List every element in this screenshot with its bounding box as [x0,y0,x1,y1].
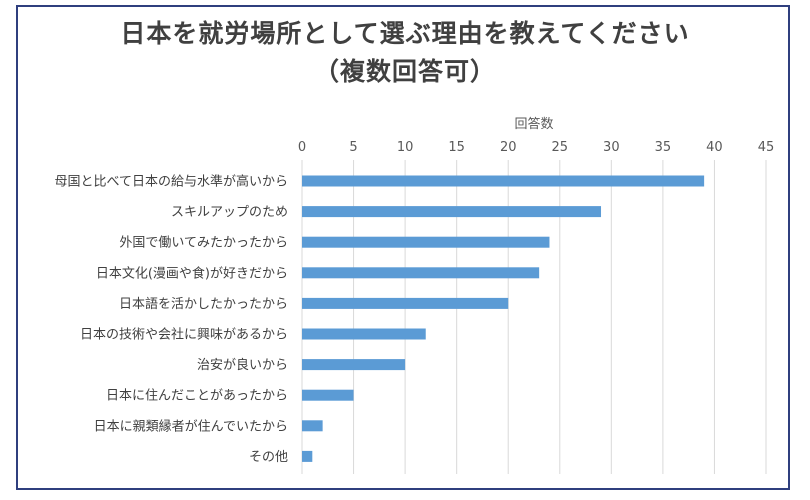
bar [302,389,354,401]
x-tick-label: 40 [706,140,723,155]
category-label: 外国で働いてみたかったから [119,236,288,251]
category-label: 日本に親類縁者が住んでいたから [94,418,288,434]
bar [302,206,602,218]
x-tick-label: 20 [500,140,517,155]
bar [302,267,540,279]
bar [302,236,550,248]
x-tick-label: 10 [397,140,414,155]
bar [302,450,313,462]
bar [302,297,509,309]
category-label: 日本に住んだことがあったから [106,389,288,404]
x-tick-label: 0 [298,140,306,155]
category-label: 母国と比べて日本の給与水準が高いから [55,174,288,190]
category-label: その他 [249,450,288,465]
x-tick-label: 30 [603,140,620,155]
x-axis-label: 回答数 [514,116,553,132]
bar [302,175,705,187]
bar [302,420,323,432]
x-tick-label: 45 [758,140,775,155]
bars [302,175,705,462]
x-tick-label: 5 [349,140,357,155]
category-label: 日本の技術や会社に興味があるから [80,327,288,343]
chart-title: 日本を就労場所として選ぶ理由を教えてください [120,19,690,48]
x-tick-labels: 0 5 10 15 20 25 30 35 40 45 [298,140,774,155]
bar [302,359,406,371]
x-tick-label: 15 [448,140,465,155]
x-tick-label: 25 [552,140,569,155]
x-tick-label: 35 [655,140,672,155]
category-labels: 母国と比べて日本の給与水準が高いからスキルアップのため外国で働いてみたかったから… [55,174,288,465]
category-label: 日本文化(漫画や食)が好きだから [96,265,288,281]
bar [302,328,426,340]
category-label: スキルアップのため [171,205,288,220]
category-label: 治安が良いから [197,357,288,373]
category-label: 日本語を活かしたかったから [119,296,288,312]
chart-subtitle: （複数回答可） [313,57,496,86]
